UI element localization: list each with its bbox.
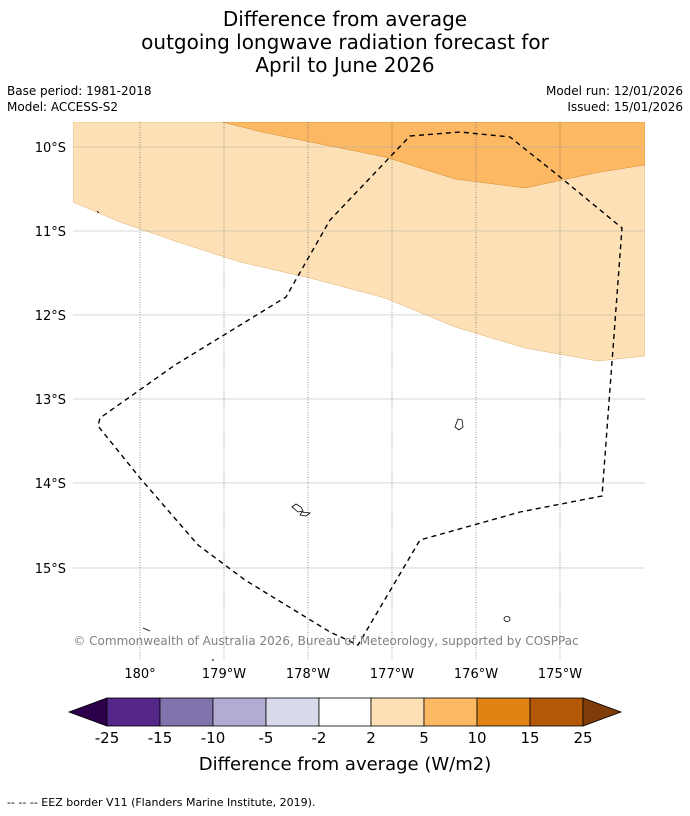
lon-label-180: 180° (124, 667, 155, 682)
colorbar-segment-8 (529, 697, 584, 727)
colorbar-segment-3 (265, 697, 320, 727)
island-small-east (503, 616, 511, 622)
island-small-west (142, 627, 151, 632)
colorbar-segment-5 (370, 697, 425, 727)
colorbar-min-extend (67, 697, 108, 727)
tick-10: 10 (467, 729, 486, 747)
colorbar-label: Difference from average (W/m2) (199, 754, 491, 775)
latitude-gridlines (73, 146, 645, 569)
tick-25: 25 (573, 729, 592, 747)
lon-label-176w: 176°W (454, 667, 498, 682)
tick-5: 5 (419, 729, 429, 747)
eez-legend: -- -- -- EEZ border V11 (Flanders Marine… (7, 796, 316, 809)
title-line-2: outgoing longwave radiation forecast for (141, 30, 549, 54)
tick-neg5: -5 (259, 729, 274, 747)
lat-label-13s: 13°S (35, 393, 66, 408)
colorbar (67, 697, 623, 727)
title-line-1: Difference from average (222, 7, 468, 31)
tick-neg15: -15 (148, 729, 173, 747)
colorbar-segment-6 (423, 697, 478, 727)
latitude-labels: 10°S 11°S 12°S 13°S 14°S 15°S (35, 141, 66, 577)
tick-15: 15 (520, 729, 539, 747)
lat-label-12s: 12°S (35, 309, 66, 324)
tick-neg25: -25 (95, 729, 120, 747)
island-upolu (299, 511, 312, 517)
colorbar-segment-2 (212, 697, 267, 727)
map-area: © Commonwealth of Australia 2026, Bureau… (73, 122, 645, 660)
lon-label-179w: 179°W (202, 667, 246, 682)
colorbar-segment-0 (106, 697, 161, 727)
island-savaii (291, 503, 304, 513)
island-tiny (96, 210, 100, 214)
tick-neg2: -2 (312, 729, 327, 747)
eez-border (97, 131, 623, 646)
lat-label-15s: 15°S (35, 562, 66, 577)
colorbar-max-extend (582, 697, 623, 727)
issued-date: Issued: 15/01/2026 (567, 100, 683, 114)
meta-left: Base period: 1981-2018 Model: ACCESS-S2 (7, 83, 152, 115)
model-run: Model run: 12/01/2026 (545, 84, 683, 98)
island-wallis (454, 418, 464, 431)
colorbar-segment-7 (476, 697, 531, 727)
chart-title: Difference from average outgoing longwav… (0, 8, 690, 77)
tick-neg10: -10 (201, 729, 226, 747)
colorbar-segment-1 (159, 697, 214, 727)
lat-label-10s: 10°S (35, 141, 66, 156)
anomaly-region-medium (221, 122, 645, 189)
lat-label-14s: 14°S (35, 477, 66, 492)
colorbar-ticks: -25 -15 -10 -5 -2 2 5 10 15 25 (95, 729, 593, 747)
lat-label-11s: 11°S (35, 225, 66, 240)
title-line-3: April to June 2026 (255, 53, 435, 77)
lon-label-178w: 178°W (286, 667, 330, 682)
meta-right: Model run: 12/01/2026 Issued: 15/01/2026 (546, 83, 683, 115)
lon-label-177w: 177°W (370, 667, 414, 682)
base-period: Base period: 1981-2018 (7, 84, 152, 98)
copyright-text: © Commonwealth of Australia 2026, Bureau… (73, 634, 578, 648)
tick-2: 2 (366, 729, 376, 747)
colorbar-segment-4 (318, 697, 372, 727)
lon-label-175w: 175°W (538, 667, 582, 682)
model-name: Model: ACCESS-S2 (7, 100, 119, 114)
longitude-labels: 180° 179°W 178°W 177°W 176°W 175°W (124, 667, 582, 682)
longitude-gridlines (139, 122, 561, 660)
